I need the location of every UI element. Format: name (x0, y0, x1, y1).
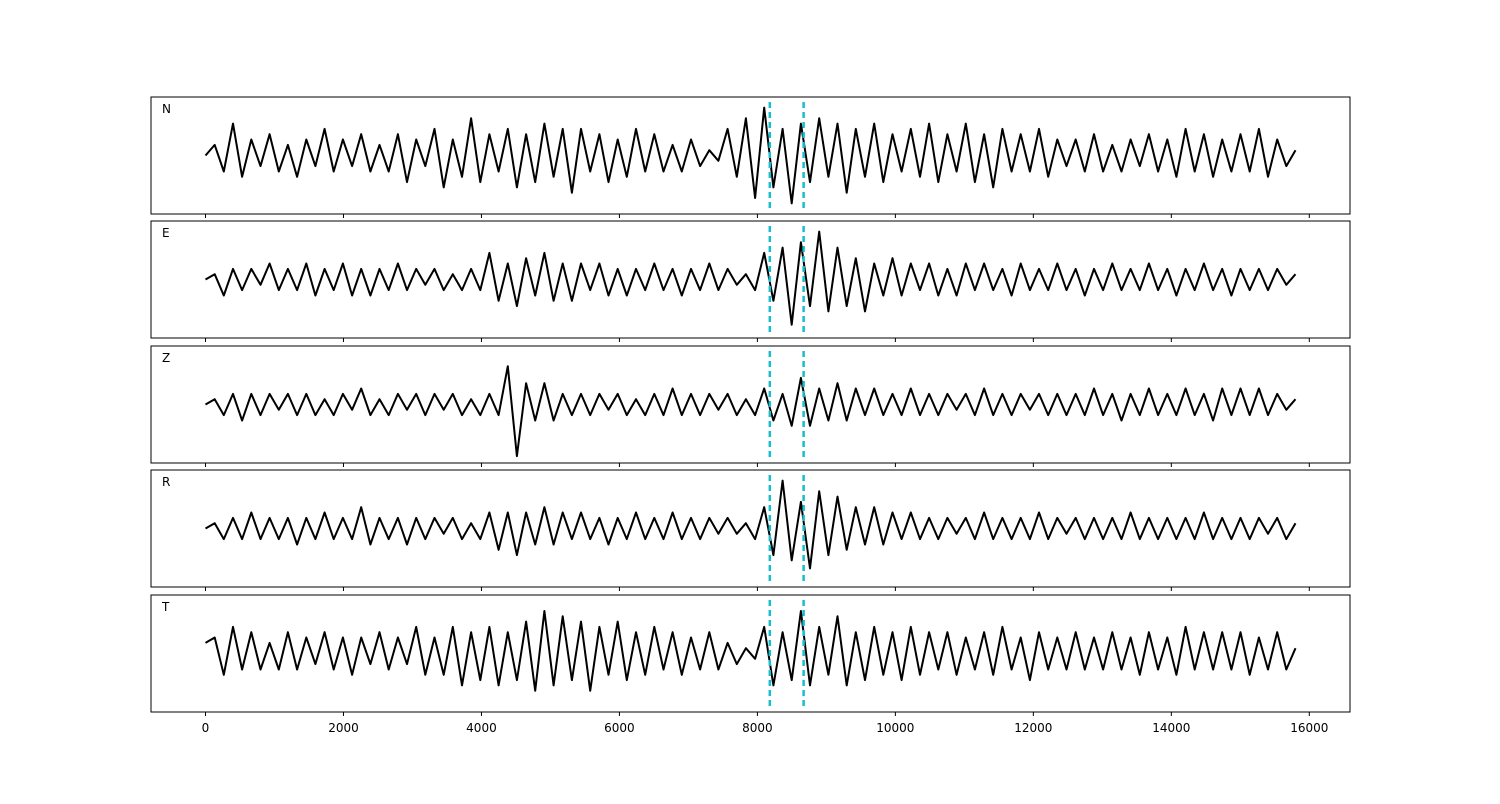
channel-label: Z (162, 351, 170, 365)
x-tick-label: 12000 (1014, 721, 1052, 735)
x-tick-label: 16000 (1290, 721, 1328, 735)
trace-r (205, 479, 1297, 570)
trace-e (205, 230, 1297, 326)
panel-t: T (150, 594, 1351, 713)
axes-frame (150, 594, 1351, 713)
x-tick-label: 10000 (876, 721, 914, 735)
channel-label: R (162, 475, 170, 489)
axes-frame (150, 220, 1351, 339)
panel-e: E (150, 220, 1351, 342)
panel-n: N (150, 96, 1351, 218)
axes-frame (150, 345, 1351, 464)
panels: N E Z R T (150, 96, 1351, 713)
axes-frame (150, 469, 1351, 588)
x-tick-label: 2000 (328, 721, 359, 735)
x-axis: 0 2000 4000 6000 8000 10000 12000 14000 16000 (202, 712, 1328, 735)
trace-t (204, 610, 1297, 692)
x-tick-label: 8000 (742, 721, 773, 735)
axes-frame (150, 96, 1351, 215)
trace-n (204, 106, 1297, 205)
channel-label: E (162, 226, 170, 240)
x-tick-label: 0 (202, 721, 210, 735)
x-tick-label: 6000 (604, 721, 635, 735)
panel-z: Z (150, 345, 1351, 467)
trace-z (205, 365, 1297, 458)
x-tick-label: 14000 (1152, 721, 1190, 735)
channel-label: T (161, 600, 170, 614)
channel-label: N (162, 102, 171, 116)
panel-r: R (150, 469, 1351, 591)
x-tick-label: 4000 (466, 721, 497, 735)
